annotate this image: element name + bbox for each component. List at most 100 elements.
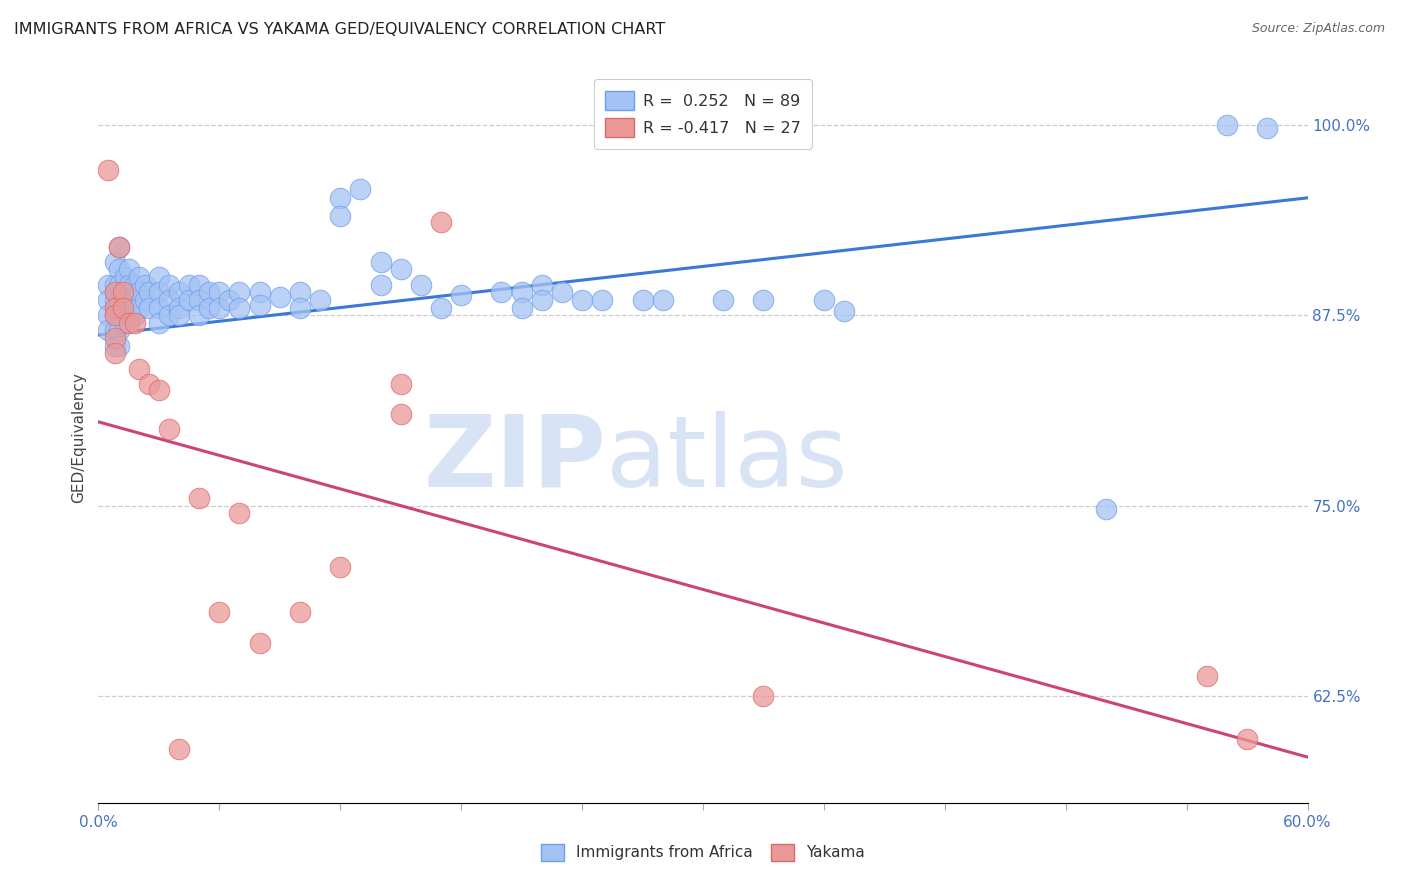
Point <box>107 239 129 253</box>
Point <box>269 290 291 304</box>
Point <box>188 308 211 322</box>
Point <box>249 636 271 650</box>
Point <box>651 293 673 307</box>
Point <box>103 285 125 300</box>
Point <box>571 293 593 307</box>
Point <box>107 262 129 277</box>
Point <box>167 308 190 322</box>
Point <box>107 277 129 292</box>
Point <box>128 361 150 376</box>
Y-axis label: GED/Equivalency: GED/Equivalency <box>72 372 87 502</box>
Point <box>157 308 180 322</box>
Point <box>752 293 775 307</box>
Point <box>389 407 412 421</box>
Point <box>1256 120 1278 135</box>
Point <box>491 285 513 300</box>
Point <box>157 422 180 436</box>
Point <box>128 285 150 300</box>
Point <box>138 301 160 315</box>
Point <box>124 277 146 292</box>
Point <box>409 277 432 292</box>
Point <box>103 338 125 352</box>
Point <box>1195 669 1218 683</box>
Point <box>249 285 271 300</box>
Point <box>510 301 533 315</box>
Point <box>157 293 180 307</box>
Point <box>138 285 160 300</box>
Point <box>118 293 141 307</box>
Point <box>510 285 533 300</box>
Point <box>97 308 120 322</box>
Point <box>103 323 125 337</box>
Point <box>118 308 141 322</box>
Point <box>752 689 775 703</box>
Point <box>128 301 150 315</box>
Point <box>103 331 125 345</box>
Text: IMMIGRANTS FROM AFRICA VS YAKAMA GED/EQUIVALENCY CORRELATION CHART: IMMIGRANTS FROM AFRICA VS YAKAMA GED/EQU… <box>14 22 665 37</box>
Text: Source: ZipAtlas.com: Source: ZipAtlas.com <box>1251 22 1385 36</box>
Point <box>97 277 120 292</box>
Point <box>157 277 180 292</box>
Point <box>114 270 136 285</box>
Point <box>103 301 125 315</box>
Point <box>1216 118 1239 132</box>
Point <box>1236 731 1258 746</box>
Point <box>370 277 392 292</box>
Point <box>107 293 129 307</box>
Point <box>148 285 170 300</box>
Point <box>179 293 201 307</box>
Point <box>329 209 352 223</box>
Point <box>832 303 855 318</box>
Point <box>198 285 221 300</box>
Point <box>107 338 129 352</box>
Point <box>148 301 170 315</box>
Point <box>103 277 125 292</box>
Point <box>128 270 150 285</box>
Point <box>530 293 553 307</box>
Point <box>118 316 141 330</box>
Point <box>134 293 156 307</box>
Point <box>134 277 156 292</box>
Point <box>114 301 136 315</box>
Point <box>167 301 190 315</box>
Point <box>430 301 453 315</box>
Point <box>450 288 472 302</box>
Point <box>97 293 120 307</box>
Point <box>97 163 120 178</box>
Point <box>103 308 125 322</box>
Point <box>389 376 412 391</box>
Point <box>114 316 136 330</box>
Point <box>188 293 211 307</box>
Point <box>114 285 136 300</box>
Point <box>111 301 134 315</box>
Point <box>1095 501 1118 516</box>
Point <box>107 308 129 322</box>
Point <box>228 506 250 520</box>
Point <box>813 293 835 307</box>
Point <box>208 301 231 315</box>
Point <box>551 285 574 300</box>
Point <box>329 559 352 574</box>
Point <box>228 301 250 315</box>
Point <box>179 277 201 292</box>
Point <box>530 277 553 292</box>
Point <box>188 491 211 505</box>
Point <box>631 293 654 307</box>
Point <box>711 293 734 307</box>
Point <box>118 277 141 292</box>
Point <box>124 293 146 307</box>
Point <box>167 285 190 300</box>
Point <box>591 293 613 307</box>
Point <box>370 255 392 269</box>
Point <box>107 323 129 337</box>
Point <box>288 285 311 300</box>
Point <box>103 308 125 322</box>
Point <box>430 215 453 229</box>
Point <box>124 308 146 322</box>
Point <box>208 605 231 619</box>
Point <box>288 605 311 619</box>
Point <box>97 323 120 337</box>
Point <box>198 301 221 315</box>
Point <box>208 285 231 300</box>
Point <box>249 297 271 311</box>
